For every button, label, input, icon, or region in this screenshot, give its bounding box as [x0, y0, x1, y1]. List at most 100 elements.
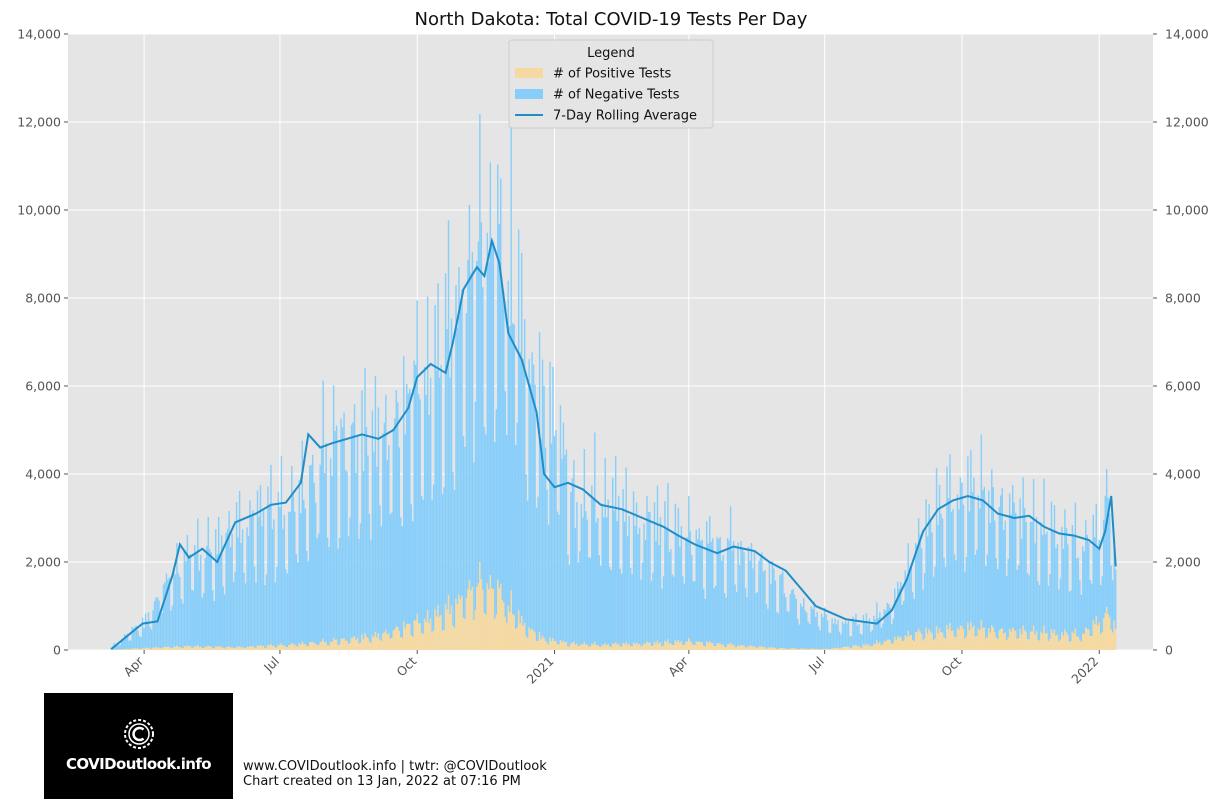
- negative-tests-bar: [471, 251, 474, 587]
- positive-tests-bar: [683, 645, 686, 650]
- negative-tests-bar: [174, 574, 177, 647]
- negative-tests-bar: [946, 466, 948, 626]
- negative-tests-bar: [737, 542, 739, 645]
- positive-tests-bar: [713, 646, 715, 650]
- negative-tests-bar: [473, 462, 475, 620]
- negative-tests-bar: [313, 482, 315, 644]
- positive-tests-bar: [792, 648, 794, 650]
- positive-tests-bar: [140, 649, 142, 650]
- positive-tests-bar: [443, 630, 445, 650]
- negative-tests-bar: [250, 516, 253, 647]
- negative-tests-bar: [622, 488, 624, 643]
- positive-tests-bar: [1076, 636, 1078, 650]
- positive-tests-bar: [498, 588, 500, 650]
- negative-tests-bar: [788, 611, 790, 649]
- chart-title: North Dakota: Total COVID-19 Tests Per D…: [415, 9, 808, 30]
- negative-tests-bar: [352, 422, 354, 638]
- positive-tests-bar: [625, 641, 627, 650]
- negative-tests-bar: [656, 485, 659, 641]
- positive-tests-bar: [840, 648, 842, 650]
- positive-tests-bar: [234, 648, 236, 650]
- positive-tests-bar: [192, 647, 195, 650]
- negative-tests-bar: [983, 486, 986, 628]
- negative-tests-bar: [926, 536, 929, 634]
- positive-tests-bar: [398, 630, 400, 650]
- negative-tests-bar: [441, 494, 444, 631]
- positive-tests-bar: [920, 634, 923, 650]
- positive-tests-bar: [219, 647, 221, 650]
- positive-tests-bar: [616, 644, 618, 650]
- positive-tests-bar: [313, 643, 315, 650]
- positive-tests-bar: [916, 632, 918, 650]
- negative-tests-bar: [617, 496, 620, 644]
- negative-tests-bar: [989, 523, 991, 633]
- positive-tests-bar: [968, 630, 971, 650]
- positive-tests-bar: [216, 647, 218, 650]
- negative-tests-bar: [337, 548, 339, 646]
- positive-tests-bar: [959, 625, 962, 650]
- positive-tests-bar: [182, 648, 184, 650]
- negative-tests-bar: [825, 614, 827, 649]
- negative-tests-bar: [158, 600, 160, 648]
- negative-tests-bar: [195, 552, 198, 647]
- positive-tests-bar: [583, 641, 586, 650]
- legend-swatch-positive: [515, 68, 543, 78]
- positive-tests-bar: [431, 632, 433, 650]
- negative-tests-bar: [371, 410, 374, 636]
- negative-tests-bar: [1038, 585, 1041, 641]
- positive-tests-bar: [1079, 639, 1081, 650]
- negative-tests-bar: [588, 557, 590, 647]
- positive-tests-bar: [668, 643, 671, 650]
- positive-tests-bar: [903, 640, 905, 650]
- negative-tests-bar: [753, 551, 756, 647]
- positive-tests-bar: [964, 638, 966, 650]
- positive-tests-bar: [632, 642, 635, 650]
- negative-tests-bar: [653, 502, 656, 642]
- negative-tests-bar: [814, 616, 817, 650]
- negative-tests-bar: [422, 499, 424, 634]
- positive-tests-bar: [212, 648, 214, 650]
- negative-tests-bar: [855, 613, 857, 645]
- positive-tests-bar: [135, 648, 138, 650]
- negative-tests-bar: [761, 552, 763, 647]
- negative-tests-bar: [274, 582, 277, 648]
- negative-tests-bar: [1068, 591, 1071, 642]
- positive-tests-bar: [923, 638, 926, 650]
- positive-tests-bar: [858, 646, 860, 650]
- positive-tests-bar: [716, 643, 718, 650]
- positive-tests-bar: [737, 644, 739, 650]
- positive-tests-bar: [449, 614, 451, 650]
- negative-tests-bar: [998, 506, 1000, 631]
- negative-tests-bar: [253, 566, 256, 648]
- positive-tests-bar: [317, 645, 320, 650]
- negative-tests-bar: [580, 504, 583, 644]
- positive-tests-bar: [940, 631, 942, 650]
- positive-tests-bar: [585, 644, 587, 650]
- positive-tests-bar: [598, 646, 600, 650]
- negative-tests-bar: [756, 592, 759, 648]
- negative-tests-bar: [864, 622, 866, 646]
- positive-tests-bar: [125, 649, 127, 650]
- positive-tests-bar: [377, 633, 380, 650]
- negative-tests-bar: [597, 518, 599, 646]
- negative-tests-bar: [116, 643, 118, 650]
- negative-tests-bar: [420, 495, 423, 634]
- negative-tests-bar: [1017, 565, 1020, 639]
- positive-tests-bar: [609, 646, 611, 650]
- negative-tests-bar: [495, 409, 498, 615]
- positive-tests-bar: [337, 645, 339, 650]
- negative-tests-bar: [941, 518, 944, 633]
- negative-tests-bar: [685, 537, 687, 642]
- negative-tests-bar: [707, 543, 709, 643]
- positive-tests-bar: [1065, 632, 1068, 650]
- bars: [110, 113, 1117, 650]
- positive-tests-bar: [492, 589, 495, 650]
- negative-tests-bar: [858, 624, 860, 647]
- positive-tests-bar: [883, 641, 886, 650]
- positive-tests-bar: [574, 644, 577, 650]
- positive-tests-bar: [1025, 631, 1027, 650]
- negative-tests-bar: [638, 527, 641, 644]
- positive-tests-bar: [1108, 617, 1111, 650]
- negative-tests-bar: [880, 627, 883, 646]
- positive-tests-bar: [676, 642, 678, 650]
